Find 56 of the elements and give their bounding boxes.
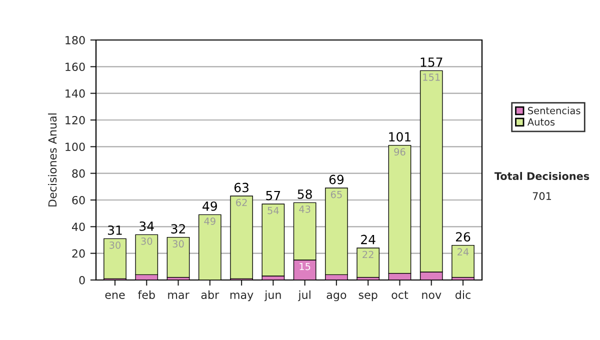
data-label: 62 [236,198,247,206]
legend-label: Sentencias [528,106,580,114]
data-label: 49 [204,218,216,225]
total-label: 31 [108,225,122,235]
x-tick-label: dic [456,290,470,300]
data-label: 30 [141,238,152,245]
text: Total Decisiones [494,172,590,180]
legend-label: Autos [527,118,555,126]
y-tick-label: 180 [66,36,85,44]
x-tick-label: feb [138,290,155,300]
x-tick-label: may [230,292,254,302]
x-tick-label: sep [358,292,378,302]
x-tick-label: jun [264,290,281,302]
data-label: 24 [458,248,469,256]
total-label: 101 [389,132,411,142]
y-tick-label: 80 [72,169,85,178]
text: 701 [532,192,551,200]
total-label: 34 [140,221,154,231]
bar [262,204,285,276]
total-label: 57 [266,190,280,200]
total-label: 32 [171,224,185,234]
data-label: 30 [110,242,121,249]
data-label: 43 [299,206,310,213]
data-label: 30 [172,240,184,248]
y-tick-label: 0 [79,276,85,284]
data-label: 15 [300,262,310,270]
total-label: 63 [234,182,248,192]
data-label: 96 [394,148,406,156]
data-label: 151 [423,74,440,81]
total-label: 26 [456,232,470,242]
total-label: 24 [361,234,376,244]
total-label: 49 [202,201,217,211]
x-tick-label: oct [392,291,408,300]
y-tick-label: 40 [72,222,85,232]
total-label: 157 [420,58,442,67]
total-label: 69 [329,174,344,184]
x-tick-label: ene [105,292,125,300]
x-tick-label: nov [422,292,442,300]
y-tick-label: 140 [66,89,85,98]
y-axis-title: Decisiones Anual [48,114,57,206]
y-tick-label: 60 [72,196,85,204]
total-label: 58 [298,189,312,199]
x-tick-label: ago [326,292,346,302]
x-tick-label: mar [168,292,190,300]
y-tick-label: 120 [66,116,85,124]
bar [166,236,190,278]
bar [452,244,474,278]
bar [356,248,380,278]
y-tick-label: 100 [66,142,85,152]
data-label: 22 [362,250,374,258]
x-tick-label: jul [298,290,310,302]
data-label: 54 [268,206,279,214]
y-tick-label: 160 [66,62,85,72]
data-label: 65 [330,190,342,198]
y-tick-label: 20 [72,249,85,258]
x-tick-label: abr [201,290,220,300]
